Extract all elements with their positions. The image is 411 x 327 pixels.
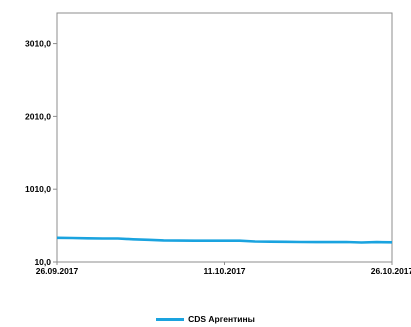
- y-tick-label: 3010,0: [25, 39, 51, 49]
- x-tick-label: 11.10.2017: [203, 266, 245, 276]
- x-axis: 26.09.2017 11.10.2017 26.10.2017: [36, 262, 411, 276]
- series-line: [56, 236, 393, 244]
- y-axis: 10,0 1010,0 2010,0 3010,0: [25, 39, 57, 267]
- x-tick-label: 26.09.2017: [36, 266, 79, 276]
- y-tick-label: 1010,0: [25, 184, 51, 194]
- series-layer: [56, 236, 393, 244]
- y-tick-label: 2010,0: [25, 111, 51, 121]
- plot-area: [56, 12, 393, 263]
- legend: CDS Аргентины: [0, 314, 411, 324]
- legend-label: CDS Аргентины: [188, 314, 255, 324]
- y-tick-label: 10,0: [34, 257, 51, 267]
- legend-swatch: [156, 317, 185, 321]
- x-tick-label: 26.10.2017: [371, 266, 411, 276]
